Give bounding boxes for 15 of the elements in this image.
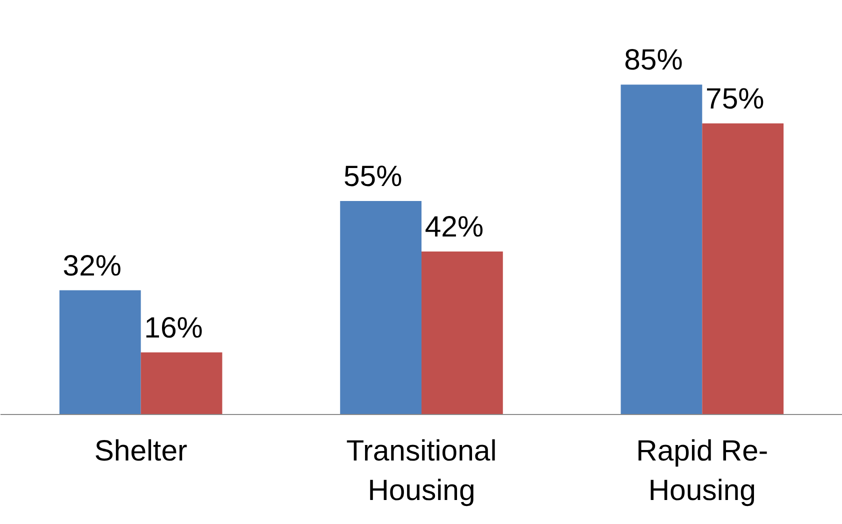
x-tick-label: Rapid Re-Housing bbox=[636, 434, 768, 508]
bar bbox=[422, 252, 503, 414]
data-label: 85% bbox=[624, 44, 683, 77]
x-tick-label: Transitional Housing bbox=[346, 434, 497, 508]
bar bbox=[702, 123, 784, 414]
bar bbox=[140, 352, 222, 414]
x-tick-label: Shelter bbox=[94, 434, 188, 468]
data-label: 32% bbox=[62, 249, 122, 282]
bar bbox=[620, 84, 702, 414]
data-label: 55% bbox=[343, 160, 402, 194]
data-label: 42% bbox=[424, 210, 484, 244]
data-label: 75% bbox=[706, 82, 764, 116]
bar bbox=[59, 290, 141, 414]
data-label: 16% bbox=[144, 311, 203, 344]
bar bbox=[340, 201, 422, 414]
